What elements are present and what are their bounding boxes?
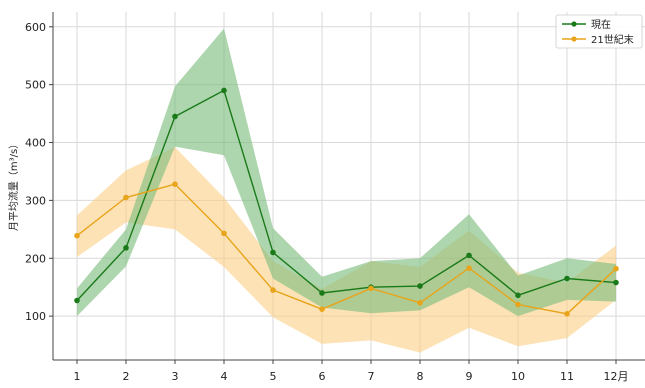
x-tick-label: 10 — [511, 370, 525, 383]
point-future — [319, 306, 325, 312]
point-future — [613, 265, 619, 272]
point-current — [466, 252, 472, 259]
point-current — [319, 290, 325, 296]
x-tick-label: 9 — [466, 370, 473, 383]
legend-label-current: 現在 — [591, 19, 611, 31]
x-tick-label: 6 — [319, 370, 326, 383]
point-future — [417, 300, 423, 306]
point-future — [564, 311, 570, 317]
band-future — [77, 147, 616, 353]
x-tick-label: 7 — [368, 370, 375, 383]
y-axis-label: 月平均流量（m³/s） — [7, 139, 20, 231]
legend: 現在 21世紀末 — [555, 14, 643, 49]
point-current — [613, 279, 619, 286]
legend-label-future: 21世紀末 — [591, 33, 634, 46]
x-tick-labels: 1 2 3 4 5 6 7 8 9 10 11 12月 — [74, 370, 629, 383]
series-points — [74, 87, 619, 317]
point-current — [172, 113, 178, 120]
y-tick-label: 500 — [25, 79, 46, 92]
y-tick-labels: 100 200 300 400 500 600 — [25, 21, 46, 323]
line-future — [76, 183, 617, 315]
point-future — [74, 232, 80, 239]
point-current — [74, 297, 80, 304]
x-tick-label: 3 — [172, 370, 179, 383]
y-tick-label: 200 — [25, 252, 46, 265]
x-tick-label: 11 — [560, 370, 574, 383]
point-future — [123, 194, 129, 201]
x-tick-label: 4 — [221, 370, 228, 383]
y-tick-label: 400 — [25, 137, 46, 150]
point-future — [270, 287, 276, 293]
y-tick-label: 600 — [25, 21, 46, 34]
point-future — [466, 265, 472, 271]
uncertainty-bands — [77, 28, 616, 353]
band-current — [77, 28, 616, 317]
x-tick-label: 12月 — [604, 370, 629, 383]
point-future — [368, 285, 374, 292]
point-current — [221, 87, 227, 94]
point-current — [515, 292, 521, 299]
point-current — [123, 245, 129, 251]
y-tick-label: 300 — [25, 194, 46, 207]
y-tick-label: 100 — [25, 310, 46, 323]
x-tick-label: 2 — [123, 370, 130, 383]
point-current — [417, 283, 423, 289]
point-current — [270, 249, 276, 256]
series-lines — [76, 89, 617, 315]
legend-marker-current — [571, 21, 577, 27]
point-future — [172, 181, 178, 187]
axes — [49, 12, 645, 364]
point-future — [515, 301, 521, 308]
x-tick-label: 8 — [417, 370, 424, 383]
point-future — [221, 230, 227, 237]
point-current — [564, 275, 570, 282]
line-current — [76, 89, 617, 301]
legend-marker-future — [571, 36, 577, 42]
x-tick-label: 1 — [74, 370, 81, 383]
x-tick-label: 5 — [270, 370, 277, 383]
